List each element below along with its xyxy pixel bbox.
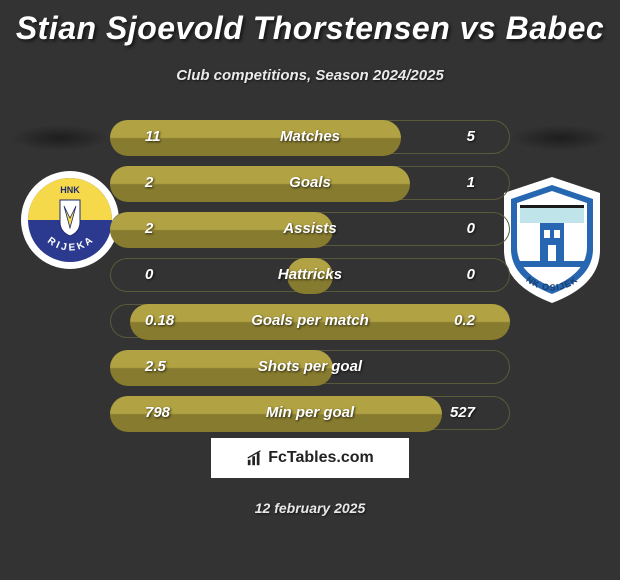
stat-row: Goals2 1 — [0, 166, 620, 202]
stat-row: Hattricks0 0 — [0, 258, 620, 294]
stat-value-left: 0.18 — [145, 312, 174, 329]
stats-container: Matches115Goals21Assists20Hattricks00Goa… — [0, 120, 620, 442]
stat-row: Shots per goal2.5 — [0, 350, 620, 386]
stat-value-left: 2 — [145, 174, 153, 191]
stat-row: Assists2 0 — [0, 212, 620, 248]
stat-value-right: 0 — [467, 220, 475, 237]
stat-value-left: 0 — [145, 266, 153, 283]
stat-label: Goals — [0, 174, 620, 191]
stat-value-left: 2 — [145, 220, 153, 237]
stat-label: Goals per match — [0, 312, 620, 329]
footer-brand-box[interactable]: FcTables.com — [210, 437, 410, 479]
season-subtitle: Club competitions, Season 2024/2025 — [0, 67, 620, 84]
stat-row: Matches11 5 — [0, 120, 620, 156]
stat-label: Shots per goal — [0, 358, 620, 375]
stat-value-right: 0.2 — [454, 312, 475, 329]
stat-row: Min per goal798 527 — [0, 396, 620, 432]
stat-value-left: 11 — [145, 128, 161, 145]
stat-label: Matches — [0, 128, 620, 145]
footer-brand-label: FcTables.com — [268, 449, 374, 467]
fctables-logo-icon — [246, 449, 264, 467]
comparison-date: 12 february 2025 — [0, 500, 620, 516]
stat-value-left: 2.5 — [145, 358, 166, 375]
stat-value-left: 798 — [145, 404, 170, 421]
stat-value-right: 1 — [467, 174, 475, 191]
comparison-title: Stian Sjoevold Thorstensen vs Babec — [0, 0, 620, 47]
stat-row: Goals per match0.18 0.2 — [0, 304, 620, 340]
stat-label: Min per goal — [0, 404, 620, 421]
stat-label: Assists — [0, 220, 620, 237]
stat-label: Hattricks — [0, 266, 620, 283]
stat-value-right: 527 — [450, 404, 475, 421]
stat-value-right: 5 — [467, 128, 475, 145]
stat-value-right: 0 — [467, 266, 475, 283]
